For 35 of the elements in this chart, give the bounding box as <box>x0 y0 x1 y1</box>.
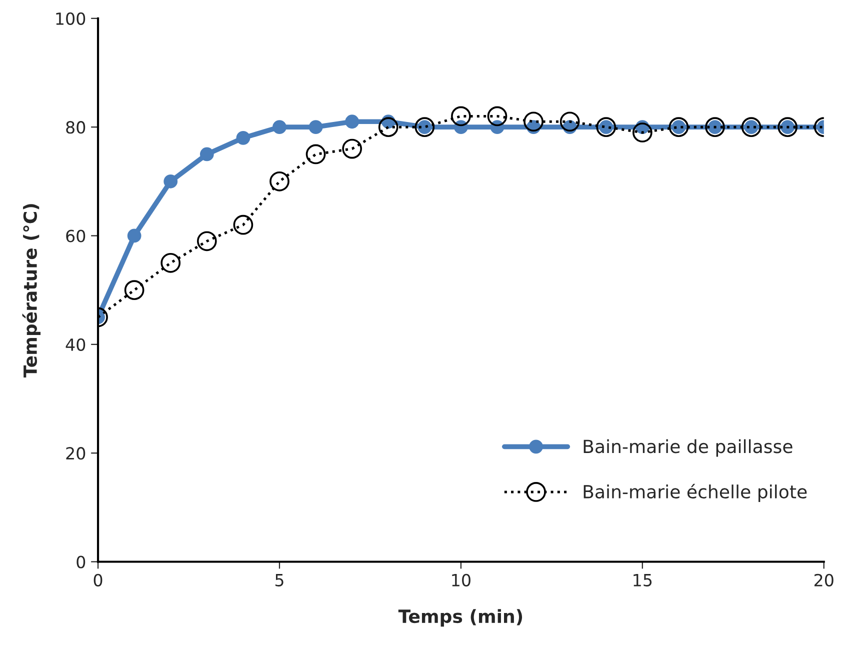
point <box>306 144 326 164</box>
y-tick-label: 80 <box>66 121 86 134</box>
x-axis-title: Temps (min) <box>398 609 522 627</box>
point <box>524 112 544 132</box>
point <box>196 231 217 252</box>
point <box>451 106 471 126</box>
point <box>308 120 323 134</box>
y-tick-label: 20 <box>66 447 86 460</box>
y-tick-label: 60 <box>66 230 86 242</box>
point <box>164 174 178 188</box>
legend-label: Bain-marie de paillasse <box>584 439 792 457</box>
point <box>200 147 214 162</box>
x-tick-label: 15 <box>634 574 652 586</box>
y-tick-label: 100 <box>56 12 86 25</box>
point <box>124 280 144 300</box>
point <box>345 114 360 129</box>
point <box>487 106 508 126</box>
x-tick-label: 20 <box>814 574 834 586</box>
point <box>160 252 181 273</box>
x-tick-label: 5 <box>275 574 284 586</box>
point <box>272 120 286 134</box>
legend-label: Bain-marie échelle pilote <box>584 484 807 502</box>
point <box>632 122 652 142</box>
y-tick-label: 0 <box>76 556 86 568</box>
point <box>342 138 362 159</box>
point <box>236 130 250 145</box>
y-tick-label: 40 <box>66 338 86 351</box>
point <box>270 171 290 192</box>
x-tick-label: 10 <box>452 574 470 586</box>
point <box>560 112 580 132</box>
point <box>233 214 254 235</box>
y-axis-title: Température (°C) <box>22 204 41 378</box>
point <box>378 117 398 137</box>
point <box>127 228 142 243</box>
x-tick-label: 0 <box>94 574 102 586</box>
